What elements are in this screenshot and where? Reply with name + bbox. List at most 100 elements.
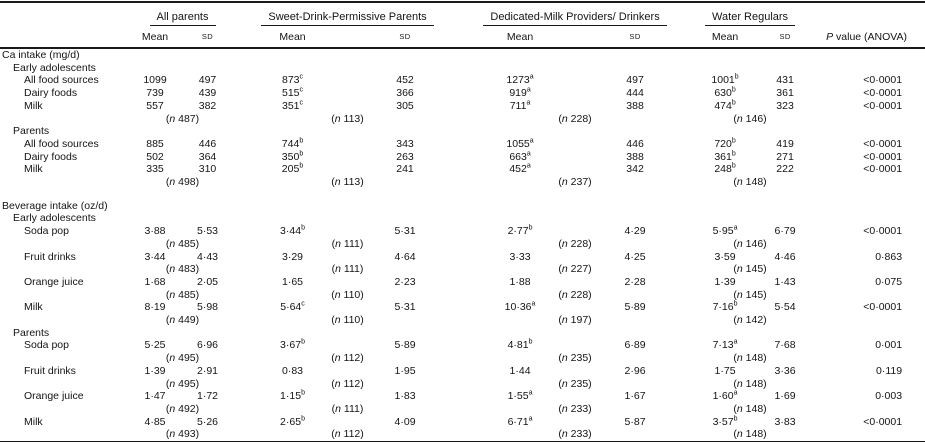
sample-size: (n 111) xyxy=(331,402,364,415)
sd-value: 2·23 xyxy=(394,275,416,288)
subsection-row: Parents xyxy=(0,327,925,340)
significance-superscript: a xyxy=(531,300,536,308)
significance-superscript: b xyxy=(731,150,736,158)
significance-superscript: a xyxy=(526,86,531,94)
subsection-row: Early adolescents xyxy=(0,62,925,75)
sd-value: 5·98 xyxy=(197,301,219,314)
sample-size-row: (n 487) (n 113) (n 228) (n 146) xyxy=(0,113,925,126)
mean-value: 630b xyxy=(714,86,736,100)
sd-value: 364 xyxy=(198,150,217,163)
table-row: Milk 4·85 5·26 2·65b 4·09 6·71a 5·87 3·57b 3·83 <… xyxy=(0,415,925,429)
significance-superscript: b xyxy=(299,162,304,170)
table-row: Milk 335 310 205b 241 452a 342 248b 222 <0·0001 xyxy=(0,163,925,176)
table-row: Fruit drinks 1·39 2·91 0·83 1·95 1·44 2·96 1·75… xyxy=(0,365,925,378)
group-label: Sweet-Drink-Permissive Parents xyxy=(261,11,434,26)
row-label: Parents xyxy=(13,326,50,339)
sd-value: 6·89 xyxy=(624,339,646,352)
empty-p-cell xyxy=(810,289,925,302)
significance-superscript: c xyxy=(299,99,304,107)
sd-value: 388 xyxy=(626,99,644,112)
mean-value: 1·60a xyxy=(712,389,738,403)
mean-value: 6·71a xyxy=(507,415,533,428)
significance-superscript: b xyxy=(528,338,533,346)
sub-header-row: Mean SD Mean SD Mean SD Mean SD P value … xyxy=(0,26,925,49)
mean-value: 5·64c xyxy=(280,300,305,314)
empty-label-cell xyxy=(0,352,130,365)
sample-size: (n 449) xyxy=(165,314,200,327)
sd-value: 305 xyxy=(396,99,414,112)
sd-value: 271 xyxy=(776,150,794,163)
row-label: Milk xyxy=(24,99,43,112)
sample-size-row: (n 485) (n 111) (n 228) (n 146) xyxy=(0,238,925,251)
mean-value: 1·39 xyxy=(714,275,736,288)
empty-p-cell xyxy=(810,403,925,416)
significance-superscript: b xyxy=(301,389,305,397)
sample-size: (n 146) xyxy=(733,112,767,125)
mean-value: 739 xyxy=(146,87,164,100)
table-row: Dairy foods 502 364 350b 263 663a 388 361b 271 <0… xyxy=(0,150,925,164)
row-label: Fruit drinks xyxy=(24,364,76,377)
mean-value: 1·15b xyxy=(280,389,305,403)
sample-size-row: (n 492) (n 111) (n 233) (n 148) xyxy=(0,403,925,416)
empty-label-cell xyxy=(0,263,130,276)
sample-size: (n 228) xyxy=(558,288,592,301)
row-label: All food sources xyxy=(24,74,99,87)
corner-cell xyxy=(0,2,130,26)
mean-value: 663a xyxy=(509,150,531,163)
sd-value: 366 xyxy=(396,87,414,100)
mean-value: 2·65b xyxy=(280,415,305,428)
p-value: <0·0001 xyxy=(863,225,903,238)
mean-value: 3·57b xyxy=(712,415,738,428)
p-value: <0·0001 xyxy=(863,163,903,176)
significance-superscript: a xyxy=(733,389,738,397)
empty-p-cell xyxy=(810,352,925,365)
mean-value: 1·68 xyxy=(144,275,166,288)
table-row: Milk 8·19 5·98 5·64c 5·31 10·36a 5·89 7·16b 5·54… xyxy=(0,301,925,314)
p-value: <0·0001 xyxy=(863,150,903,163)
sample-size-row: (n 498) (n 113) (n 237) (n 148) xyxy=(0,176,925,189)
mean-value: 1·55a xyxy=(507,389,533,403)
significance-superscript: a xyxy=(528,389,533,397)
p-header-spacer xyxy=(810,2,925,26)
sample-size: (n 146) xyxy=(733,237,767,250)
mean-value: 1·47 xyxy=(144,390,166,403)
sample-size: (n 111) xyxy=(331,263,364,276)
sd-value: 446 xyxy=(198,137,217,150)
sample-size: (n 237) xyxy=(558,176,592,189)
mean-value: 5·95a xyxy=(712,224,738,238)
sample-size: (n 495) xyxy=(165,352,200,365)
section-row: Beverage intake (oz/d) xyxy=(0,200,925,213)
mean-value: 3·29 xyxy=(282,250,304,263)
empty-p-cell xyxy=(810,263,925,276)
sample-size: (n 493) xyxy=(165,428,200,441)
significance-superscript: a xyxy=(526,99,531,107)
row-label: Fruit drinks xyxy=(24,250,76,263)
p-value-header: P value (ANOVA) xyxy=(810,26,925,49)
sd-value: 263 xyxy=(396,150,414,163)
sd-value: 1·69 xyxy=(774,390,796,403)
sd-value: 439 xyxy=(198,87,217,100)
mean-value: 744b xyxy=(281,137,304,150)
mean-value: 2·77b xyxy=(507,224,533,238)
sample-size: (n 485) xyxy=(165,288,200,301)
sd-value: 452 xyxy=(396,74,414,87)
row-label: Orange juice xyxy=(24,390,84,403)
sd-value: 4·29 xyxy=(624,225,646,238)
sample-size: (n 235) xyxy=(558,352,592,365)
group-header-water-regulars: Water Regulars xyxy=(690,2,810,26)
sd-value: 1·43 xyxy=(774,275,796,288)
p-value: <0·0001 xyxy=(863,301,903,314)
mean-value: 3·88 xyxy=(144,225,166,238)
mean-value: 873c xyxy=(282,73,304,87)
row-label: Milk xyxy=(24,163,43,176)
mean-value: 4·85 xyxy=(144,415,166,428)
sample-size: (n 110) xyxy=(331,314,364,327)
mean-value: 7·13a xyxy=(712,338,738,352)
mean-header: Mean xyxy=(235,26,351,49)
sample-size: (n 495) xyxy=(165,377,200,390)
mean-value: 885 xyxy=(146,137,164,150)
sd-value: 4·43 xyxy=(197,250,219,263)
mean-value: 4·81b xyxy=(507,338,533,352)
p-value: <0·0001 xyxy=(863,415,903,428)
